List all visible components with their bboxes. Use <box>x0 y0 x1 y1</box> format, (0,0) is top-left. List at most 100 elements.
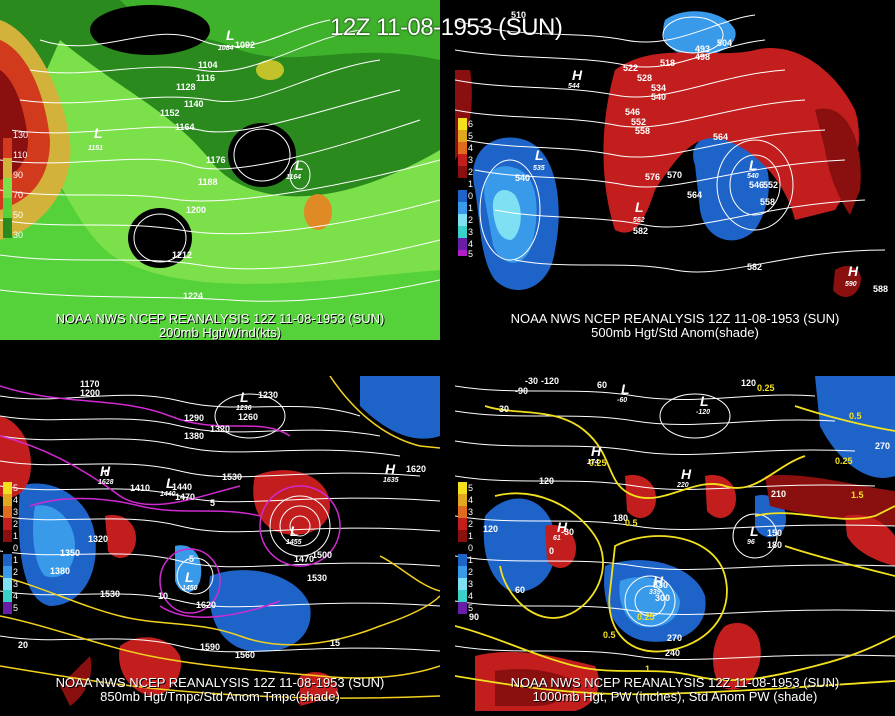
svg-text:5: 5 <box>468 483 473 493</box>
contour-label: 558 <box>635 126 650 136</box>
contour-label: 1152 <box>160 108 180 118</box>
svg-text:4: 4 <box>13 591 18 601</box>
center-value: 96 <box>747 539 755 546</box>
center-value: 535 <box>533 165 545 172</box>
contour-label: 1290 <box>184 413 204 423</box>
panel-500mb: 510 522 528 534 540 546 552 558 564 570 … <box>455 0 895 340</box>
svg-text:4: 4 <box>468 239 473 249</box>
svg-text:1: 1 <box>468 531 473 541</box>
contour-label: 1188 <box>198 177 218 187</box>
panel-850mb: 1170 1200 1290 1380 1320 1260 1230 1530 … <box>0 376 440 716</box>
svg-text:3: 3 <box>13 579 18 589</box>
low-center: L <box>94 125 103 141</box>
contour-label: -90 <box>515 386 528 396</box>
svg-text:30: 30 <box>13 230 23 240</box>
contour-label: -120 <box>541 376 559 386</box>
page-title: 12Z 11-08-1953 (SUN) <box>330 14 563 41</box>
low-center: L <box>750 523 759 539</box>
contour-label: 570 <box>667 170 682 180</box>
contour-label: 518 <box>660 58 675 68</box>
map-850mb: 1170 1200 1290 1380 1320 1260 1230 1530 … <box>0 376 440 716</box>
contour-label: 534 <box>651 83 666 93</box>
pw-label: 0.25 <box>757 383 775 393</box>
high-center: H <box>681 466 692 482</box>
center-value: 339 <box>649 589 661 596</box>
high-center: H <box>591 443 602 459</box>
map-500mb: 510 522 528 534 540 546 552 558 564 570 … <box>455 0 895 340</box>
center-value: 544 <box>568 83 580 90</box>
low-center: L <box>621 381 630 397</box>
low-center: L <box>185 569 194 585</box>
contour-label: 0 <box>549 546 554 556</box>
colorbar-200mb: 130 110 90 70 50 30 <box>3 118 28 240</box>
svg-text:4: 4 <box>13 495 18 505</box>
pw-label: 0.25 <box>637 612 655 622</box>
colorbar-850mb: 5 4 3 2 1 0 1 2 3 4 5 <box>3 482 18 614</box>
low-center: L <box>535 147 544 163</box>
contour-label: 270 <box>875 441 890 451</box>
svg-text:90: 90 <box>13 170 23 180</box>
center-value: 1450 <box>182 585 198 592</box>
caption-line2: 1000mb Hgt, PW (inches), Std Anom PW (sh… <box>532 689 818 704</box>
contour-label: 582 <box>633 226 648 236</box>
contour-label: -5 <box>186 554 194 564</box>
contour-label: 1260 <box>238 412 258 422</box>
svg-text:2: 2 <box>13 519 18 529</box>
contour-label: 180 <box>767 540 782 550</box>
pw-label: 1 <box>645 664 650 674</box>
low-center: L <box>700 393 709 409</box>
contour-label: 180 <box>613 513 628 523</box>
high-center: H <box>572 67 583 83</box>
contour-label: 1230 <box>258 390 278 400</box>
contour-label: 1620 <box>406 464 426 474</box>
contour-label: 20 <box>18 640 28 650</box>
svg-text:5: 5 <box>13 603 18 613</box>
colorbar-500mb: 6 5 4 3 2 1 0 1 2 3 4 5 <box>458 118 473 259</box>
panel-1000mb: -30 -120 60 -90 120 0.25 0.5 0.25 120 18… <box>455 376 895 716</box>
contour-label: 588 <box>873 284 888 294</box>
caption-line2: 200mb Hgt/Wind(kts) <box>158 325 282 340</box>
contour-label: 1530 <box>100 589 120 599</box>
contour-label: 552 <box>763 180 778 190</box>
high-center: H <box>848 263 859 279</box>
contour-label: 1320 <box>88 534 108 544</box>
contour-label: 1170 <box>80 379 100 389</box>
svg-text:3: 3 <box>468 579 473 589</box>
caption-line2: 500mb Hgt/Std Anom(shade) <box>591 325 759 340</box>
contour-label: 1128 <box>176 82 196 92</box>
contour-label: 15 <box>330 638 340 648</box>
center-value: 540 <box>747 173 759 180</box>
low-center: L <box>166 475 175 491</box>
svg-text:3: 3 <box>468 507 473 517</box>
svg-text:5: 5 <box>468 249 473 259</box>
map-200mb: 1092 1104 1116 1128 1140 1152 1164 1176 … <box>0 0 440 340</box>
contour-label: 1440 <box>172 482 192 492</box>
contour-label: 1590 <box>200 642 220 652</box>
pw-label: 0.5 <box>625 518 638 528</box>
contour-label: -30 <box>525 376 538 386</box>
contour-label: 546 <box>749 180 764 190</box>
temperature-contours-warm <box>0 376 440 699</box>
contour-label: 1470 <box>294 554 314 564</box>
contour-label: 564 <box>713 132 728 142</box>
svg-text:70: 70 <box>13 190 23 200</box>
contour-label: 1410 <box>130 483 150 493</box>
contour-label: 210 <box>771 489 786 499</box>
contour-label: -30 <box>561 527 574 537</box>
colorbar-1000mb: 5 4 3 2 1 0 1 2 3 4 5 <box>458 482 473 614</box>
contour-label: 510 <box>511 10 526 20</box>
contour-label: 1500 <box>312 550 332 560</box>
svg-text:5: 5 <box>468 131 473 141</box>
contour-label: 120 <box>539 476 554 486</box>
center-value: -120 <box>696 409 710 416</box>
low-center: L <box>240 389 249 405</box>
high-center: H <box>385 461 396 477</box>
high-center: H <box>653 573 664 589</box>
svg-text:2: 2 <box>468 215 473 225</box>
svg-text:4: 4 <box>468 143 473 153</box>
center-value: 562 <box>633 217 645 224</box>
contour-label: 498 <box>695 52 710 62</box>
center-value: 220 <box>676 482 689 489</box>
panel-200mb: 1092 1104 1116 1128 1140 1152 1164 1176 … <box>0 0 440 340</box>
low-center: L <box>295 157 304 173</box>
